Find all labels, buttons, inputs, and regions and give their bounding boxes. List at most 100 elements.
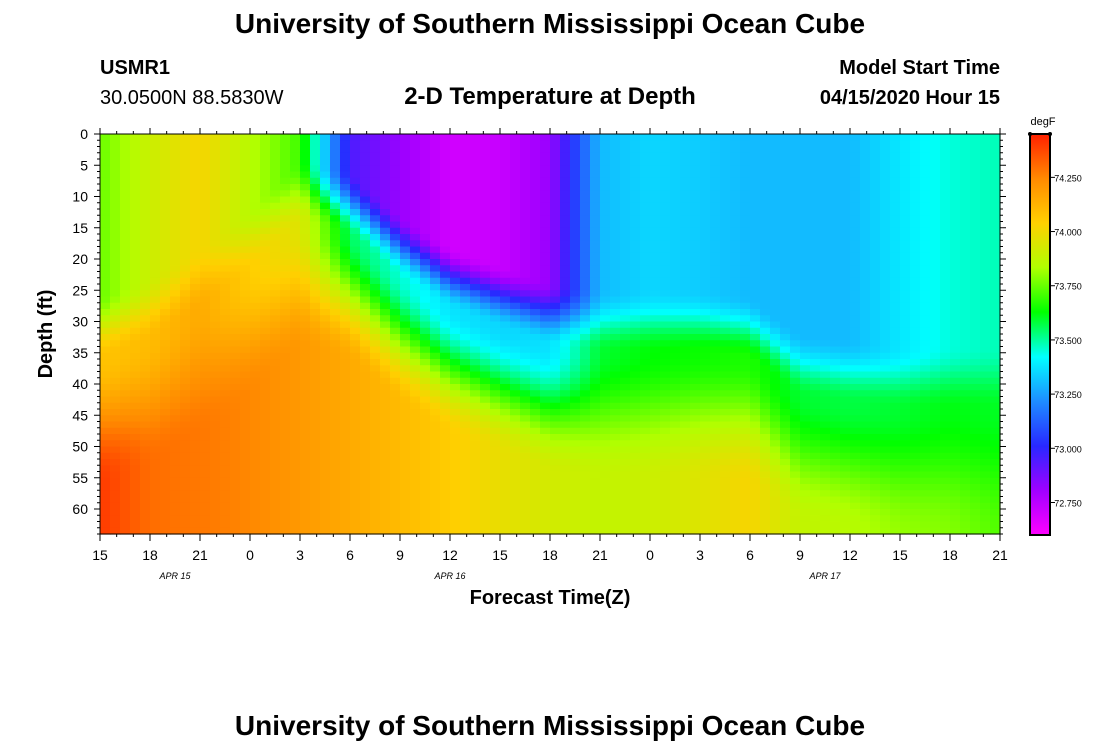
- heatmap-cell: [790, 509, 801, 516]
- heatmap-cell: [710, 352, 721, 360]
- heatmap-cell: [830, 134, 841, 141]
- heatmap-cell: [170, 240, 181, 248]
- heatmap-cell: [450, 346, 461, 354]
- heatmap-cell: [320, 527, 331, 535]
- heatmap-cell: [420, 440, 431, 448]
- heatmap-cell: [840, 196, 851, 204]
- heatmap-cell: [250, 296, 261, 304]
- heatmap-cell: [620, 452, 631, 460]
- heatmap-cell: [140, 240, 151, 248]
- heatmap-cell: [400, 527, 411, 535]
- heatmap-cell: [850, 527, 861, 535]
- heatmap-cell: [200, 209, 211, 216]
- heatmap-cell: [580, 440, 591, 448]
- heatmap-cell: [170, 277, 181, 285]
- heatmap-cell: [280, 502, 291, 510]
- heatmap-cell: [330, 371, 341, 379]
- heatmap-cell: [870, 340, 881, 348]
- heatmap-cell: [780, 271, 791, 279]
- heatmap-cell: [260, 159, 271, 166]
- heatmap-cell: [570, 234, 581, 241]
- heatmap-cell: [700, 171, 711, 179]
- heatmap-cell: [160, 421, 171, 429]
- heatmap-cell: [700, 427, 711, 435]
- heatmap-cell: [290, 152, 301, 160]
- heatmap-cell: [180, 171, 191, 179]
- heatmap-cell: [550, 165, 561, 173]
- heatmap-cell: [550, 434, 561, 441]
- heatmap-cell: [340, 484, 351, 491]
- heatmap-cell: [620, 290, 631, 298]
- heatmap-cell: [220, 234, 231, 241]
- heatmap-cell: [610, 359, 621, 366]
- heatmap-cell: [450, 515, 461, 523]
- heatmap-cell: [620, 496, 631, 504]
- heatmap-cell: [740, 421, 751, 429]
- heatmap-cell: [190, 402, 201, 410]
- heatmap-cell: [600, 334, 611, 341]
- heatmap-cell: [110, 340, 121, 348]
- heatmap-cell: [380, 515, 391, 523]
- heatmap-cell: [630, 246, 641, 254]
- heatmap-cell: [360, 227, 371, 235]
- heatmap-cell: [480, 352, 491, 360]
- heatmap-cell: [380, 527, 391, 535]
- heatmap-cell: [680, 434, 691, 441]
- heatmap-cell: [180, 390, 191, 398]
- heatmap-cell: [410, 484, 421, 491]
- heatmap-cell: [290, 409, 301, 416]
- heatmap-cell: [760, 509, 771, 516]
- heatmap-cell: [210, 340, 221, 348]
- heatmap-cell: [240, 215, 251, 223]
- heatmap-cell: [870, 309, 881, 316]
- heatmap-cell: [250, 440, 261, 448]
- heatmap-cell: [780, 334, 791, 341]
- heatmap-cell: [480, 446, 491, 454]
- heatmap-cell: [480, 390, 491, 398]
- heatmap-cell: [620, 265, 631, 273]
- heatmap-cell: [760, 271, 771, 279]
- heatmap-cell: [380, 352, 391, 360]
- heatmap-cell: [180, 459, 191, 466]
- heatmap-cell: [840, 359, 851, 366]
- heatmap-cell: [150, 277, 161, 285]
- heatmap-cell: [650, 234, 661, 241]
- heatmap-cell: [520, 502, 531, 510]
- heatmap-cell: [590, 446, 601, 454]
- heatmap-cell: [190, 440, 201, 448]
- heatmap-cell: [390, 509, 401, 516]
- heatmap-cell: [380, 177, 391, 185]
- heatmap-cell: [560, 340, 571, 348]
- heatmap-cell: [850, 446, 861, 454]
- heatmap-cell: [860, 271, 871, 279]
- heatmap-cell: [300, 196, 311, 204]
- heatmap-cell: [120, 384, 131, 391]
- heatmap-cell: [400, 421, 411, 429]
- heatmap-cell: [810, 477, 821, 485]
- heatmap-cell: [450, 227, 461, 235]
- heatmap-cell: [500, 152, 511, 160]
- heatmap-cell: [260, 509, 271, 516]
- heatmap-cell: [140, 146, 151, 154]
- heatmap-cell: [550, 196, 561, 204]
- heatmap-cell: [420, 415, 431, 423]
- heatmap-cell: [830, 315, 841, 323]
- heatmap-cell: [190, 196, 201, 204]
- heatmap-cell: [380, 477, 391, 485]
- heatmap-cell: [680, 327, 691, 335]
- heatmap-cell: [440, 340, 451, 348]
- heatmap-cell: [770, 290, 781, 298]
- heatmap-cell: [580, 459, 591, 466]
- heatmap-cell: [540, 159, 551, 166]
- heatmap-cell: [500, 446, 511, 454]
- heatmap-cell: [310, 227, 321, 235]
- heatmap-cell: [400, 140, 411, 148]
- heatmap-cell: [120, 515, 131, 523]
- heatmap-cell: [340, 177, 351, 185]
- heatmap-cell: [160, 259, 171, 266]
- heatmap-cell: [660, 209, 671, 216]
- heatmap-cell: [100, 284, 111, 291]
- heatmap-cell: [510, 234, 521, 241]
- heatmap-cell: [720, 471, 731, 479]
- heatmap-cell: [700, 252, 711, 260]
